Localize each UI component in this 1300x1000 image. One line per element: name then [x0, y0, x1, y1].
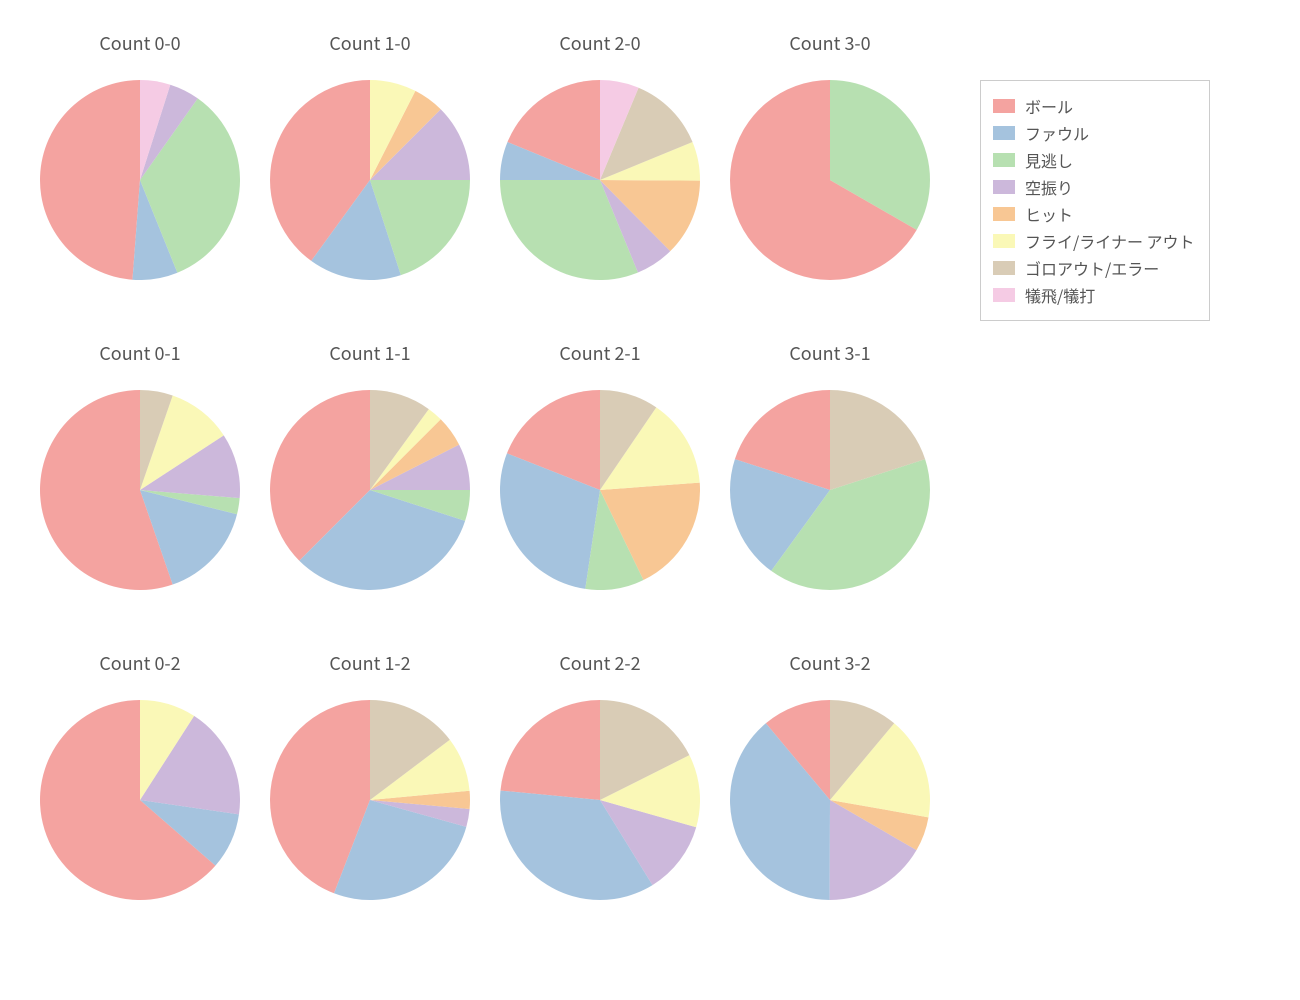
pie-chart [730, 700, 930, 900]
pie-chart [270, 80, 470, 280]
pie-chart [500, 700, 700, 900]
legend-label: ボール [1025, 94, 1073, 118]
legend-swatch [993, 153, 1015, 167]
legend-swatch [993, 180, 1015, 194]
legend: ボールファウル見逃し空振りヒットフライ/ライナー アウトゴロアウト/エラー犠飛/… [980, 80, 1210, 321]
legend-item: フライ/ライナー アウト [993, 229, 1195, 253]
legend-item: 見逃し [993, 148, 1195, 172]
legend-swatch [993, 261, 1015, 275]
legend-swatch [993, 99, 1015, 113]
pie-title: Count 0-0 [30, 30, 250, 56]
legend-item: 空振り [993, 175, 1195, 199]
legend-label: フライ/ライナー アウト [1025, 229, 1195, 253]
pie-chart [40, 80, 240, 280]
pie-chart [730, 390, 930, 590]
pie-slice [40, 80, 140, 280]
pie-chart [270, 390, 470, 590]
pie-chart [40, 700, 240, 900]
legend-item: 犠飛/犠打 [993, 283, 1195, 307]
pie-title: Count 1-2 [260, 650, 480, 676]
pie-title: Count 2-0 [490, 30, 710, 56]
pie-slice [500, 700, 600, 800]
legend-item: ヒット [993, 202, 1195, 226]
legend-label: 犠飛/犠打 [1025, 283, 1095, 307]
legend-swatch [993, 234, 1015, 248]
pie-title: Count 3-0 [720, 30, 940, 56]
pie-title: Count 3-1 [720, 340, 940, 366]
legend-item: ボール [993, 94, 1195, 118]
pie-title: Count 3-2 [720, 650, 940, 676]
pie-chart [730, 80, 930, 280]
legend-label: ゴロアウト/エラー [1025, 256, 1159, 280]
pie-chart [500, 390, 700, 590]
legend-label: ファウル [1025, 121, 1089, 145]
legend-swatch [993, 207, 1015, 221]
pie-title: Count 2-1 [490, 340, 710, 366]
pie-title: Count 1-0 [260, 30, 480, 56]
pie-grid-figure: Count 0-048.834.1Count 1-040.015.020.012… [0, 0, 1300, 1000]
legend-swatch [993, 126, 1015, 140]
pie-title: Count 0-1 [30, 340, 250, 366]
pie-title: Count 1-1 [260, 340, 480, 366]
legend-label: ヒット [1025, 202, 1073, 226]
legend-item: ファウル [993, 121, 1195, 145]
pie-title: Count 2-2 [490, 650, 710, 676]
legend-label: 空振り [1025, 175, 1073, 199]
pie-chart [270, 700, 470, 900]
legend-swatch [993, 288, 1015, 302]
legend-item: ゴロアウト/エラー [993, 256, 1195, 280]
pie-chart [500, 80, 700, 280]
legend-label: 見逃し [1025, 148, 1073, 172]
pie-chart [40, 390, 240, 590]
pie-title: Count 0-2 [30, 650, 250, 676]
